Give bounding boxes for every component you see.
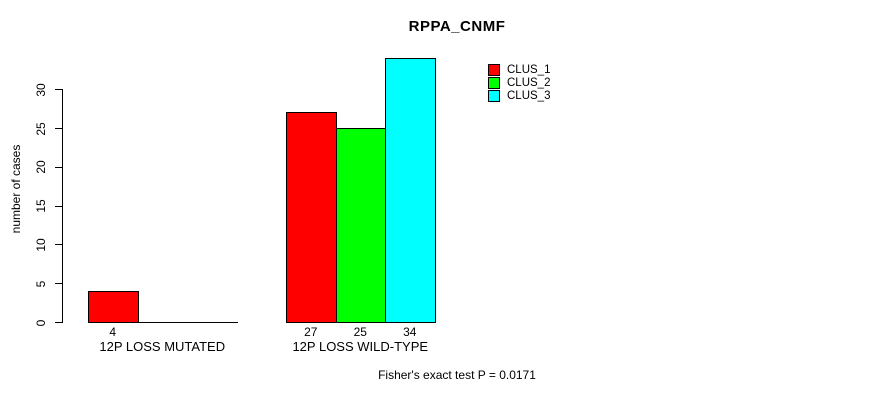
y-tick-mark	[55, 89, 62, 91]
y-tick-label: 10	[34, 238, 48, 252]
chart-title: RPPA_CNMF	[408, 18, 506, 35]
y-tick-mark	[55, 283, 62, 285]
y-tick-mark	[55, 128, 62, 129]
legend-item: CLUS_2	[488, 76, 550, 89]
legend-label: CLUS_2	[507, 76, 551, 89]
legend: CLUS_1 CLUS_2 CLUS_3	[488, 63, 550, 103]
legend-label: CLUS_1	[507, 63, 551, 76]
y-axis-line	[62, 89, 63, 323]
bar-clus_2	[335, 128, 386, 323]
y-tick-mark	[55, 322, 62, 323]
bar-clus_3-zero	[187, 322, 238, 323]
y-tick-label: 5	[34, 280, 48, 288]
legend-swatch-clus_1	[488, 63, 500, 76]
bar-clus_1	[88, 291, 139, 323]
y-tick-label: 30	[34, 83, 48, 97]
bar-value-label: 34	[403, 325, 417, 339]
y-tick-label: 0	[34, 319, 48, 326]
x-category-label: 12P LOSS WILD-TYPE	[292, 339, 429, 354]
fisher-test-annotation: Fisher's exact test P = 0.0171	[378, 368, 536, 382]
y-tick-mark	[55, 205, 62, 207]
bar-value-label: 4	[109, 325, 117, 339]
legend-item: CLUS_1	[488, 63, 550, 76]
bar-clus_1	[286, 112, 337, 323]
y-tick-mark	[55, 166, 62, 168]
y-tick-mark	[55, 244, 62, 246]
legend-swatch-clus_2	[488, 76, 500, 89]
bar-value-label: 27	[304, 325, 318, 339]
y-tick-label: 15	[34, 199, 48, 213]
legend-label: CLUS_3	[507, 90, 551, 103]
y-axis-label: number of cases	[9, 144, 23, 234]
legend-item: CLUS_3	[488, 90, 550, 103]
bar-clus_3	[385, 58, 436, 323]
y-tick-label: 25	[34, 121, 48, 136]
bar-value-label: 25	[353, 325, 367, 339]
x-category-label: 12P LOSS MUTATED	[99, 339, 226, 354]
legend-swatch-clus_3	[488, 90, 500, 103]
y-tick-label: 20	[34, 160, 48, 174]
bar-clus_2-zero	[137, 322, 188, 323]
